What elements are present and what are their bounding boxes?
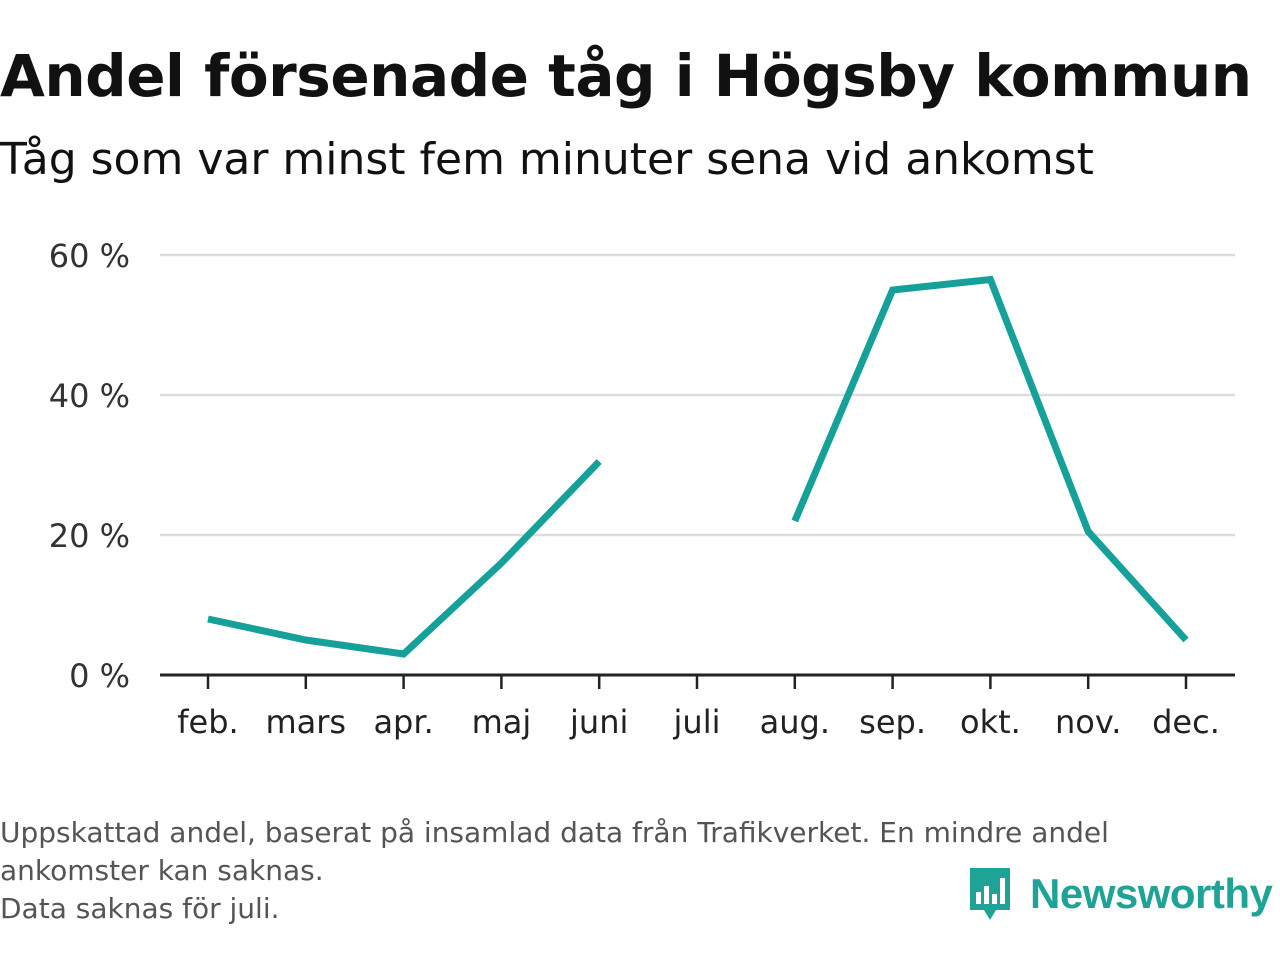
x-tick-label: juni [569, 703, 628, 741]
x-tick-label: feb. [177, 703, 238, 741]
chart-subtitle: Tåg som var minst fem minuter sena vid a… [0, 134, 1094, 185]
x-tick-label: maj [472, 703, 532, 741]
footnote-line: Uppskattad andel, baserat på insamlad da… [0, 816, 1109, 849]
chart-title: Andel försenade tåg i Högsby kommun [0, 42, 1252, 110]
series-line-segment [207, 459, 602, 658]
x-tick-label: dec. [1152, 703, 1220, 741]
y-tick-label: 60 % [49, 237, 130, 275]
y-tick-label: 20 % [49, 517, 130, 555]
footnote: Uppskattad andel, baserat på insamlad da… [0, 814, 1109, 928]
footnote-line: Data saknas för juli. [0, 892, 280, 925]
x-tick-label: sep. [859, 703, 926, 741]
x-tick-label: nov. [1055, 703, 1121, 741]
x-tick-label: apr. [373, 703, 433, 741]
y-tick-label: 0 % [69, 657, 130, 695]
series-line-segment [791, 275, 1189, 643]
line-chart: 0 % 20 % 40 % 60 % feb. mars apr. maj juni juli au… [49, 237, 1235, 741]
brand-name: Newsworthy [1030, 870, 1273, 917]
brand-logo: Newsworthy [966, 864, 1273, 924]
x-tick-label: juli [673, 703, 721, 741]
x-tick-label: okt. [960, 703, 1021, 741]
y-tick-label: 40 % [49, 377, 130, 415]
footnote-line: ankomster kan saknas. [0, 854, 324, 887]
bar-chart-speech-bubble-icon [970, 868, 1010, 920]
x-tick-label: aug. [760, 703, 830, 741]
x-tick-label: mars [265, 703, 346, 741]
